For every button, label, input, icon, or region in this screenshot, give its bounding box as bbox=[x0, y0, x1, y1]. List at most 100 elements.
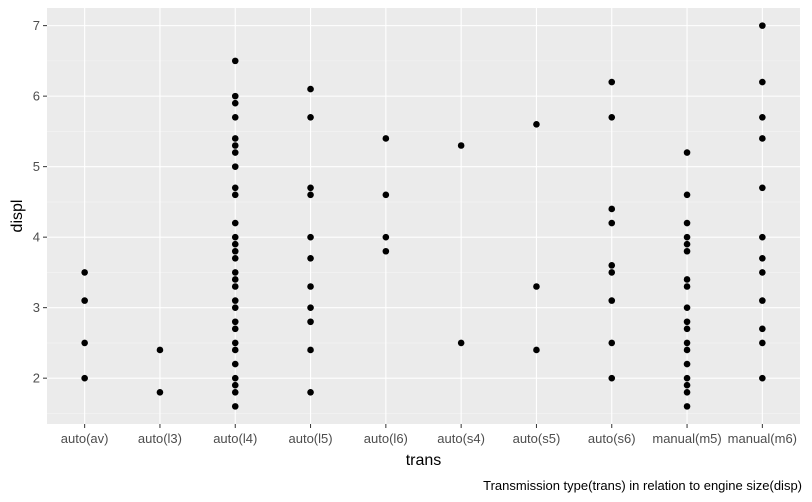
data-point bbox=[683, 403, 691, 410]
data-point bbox=[683, 191, 691, 199]
data-point bbox=[382, 135, 390, 142]
data-points bbox=[81, 22, 766, 410]
plot-panel bbox=[47, 8, 800, 424]
data-point bbox=[608, 219, 616, 227]
data-point bbox=[533, 121, 540, 128]
data-point bbox=[382, 233, 390, 241]
data-point bbox=[382, 247, 390, 255]
data-point bbox=[231, 99, 239, 107]
x-tick-label: manual(m6) bbox=[728, 431, 797, 446]
data-point bbox=[231, 92, 239, 100]
data-point bbox=[231, 233, 239, 241]
data-point bbox=[533, 346, 540, 354]
y-axis: 2 3 4 5 6 7 bbox=[33, 18, 47, 386]
data-point bbox=[231, 240, 239, 248]
data-point bbox=[759, 78, 766, 86]
data-point bbox=[683, 318, 691, 326]
data-point bbox=[231, 360, 239, 368]
data-point bbox=[307, 85, 314, 93]
data-point bbox=[759, 184, 766, 192]
data-point bbox=[231, 297, 239, 304]
y-tick-label: 5 bbox=[33, 159, 40, 174]
data-point bbox=[457, 142, 465, 149]
data-point bbox=[608, 374, 616, 382]
data-point bbox=[307, 318, 314, 326]
data-point bbox=[683, 346, 691, 354]
data-point bbox=[683, 339, 691, 347]
data-point bbox=[608, 262, 616, 269]
data-point bbox=[81, 269, 88, 276]
data-point bbox=[307, 255, 314, 262]
data-point bbox=[683, 276, 691, 283]
data-point bbox=[307, 388, 314, 396]
data-point bbox=[608, 205, 616, 213]
y-tick-label: 6 bbox=[33, 89, 40, 104]
data-point bbox=[231, 339, 239, 347]
data-point bbox=[683, 240, 691, 248]
data-point bbox=[307, 184, 314, 192]
data-point bbox=[759, 135, 766, 142]
data-point bbox=[759, 22, 766, 29]
data-point bbox=[683, 374, 691, 382]
data-point bbox=[231, 149, 239, 156]
data-point bbox=[156, 388, 164, 396]
y-tick-label: 4 bbox=[33, 230, 40, 245]
data-point bbox=[307, 283, 314, 290]
data-point bbox=[307, 113, 314, 121]
data-point bbox=[231, 191, 239, 199]
data-point bbox=[683, 388, 691, 396]
data-point bbox=[307, 346, 314, 354]
data-point bbox=[608, 297, 616, 304]
data-point bbox=[683, 360, 691, 368]
data-point bbox=[156, 346, 164, 354]
data-point bbox=[231, 163, 239, 170]
data-point bbox=[231, 325, 239, 333]
data-point bbox=[231, 247, 239, 255]
x-tick-label: auto(s5) bbox=[513, 431, 561, 446]
y-tick-label: 3 bbox=[33, 300, 40, 315]
x-tick-label: auto(s4) bbox=[437, 431, 485, 446]
data-point bbox=[382, 191, 390, 199]
data-point bbox=[231, 304, 239, 311]
data-point bbox=[683, 149, 691, 156]
data-point bbox=[683, 381, 691, 389]
data-point bbox=[231, 388, 239, 396]
data-point bbox=[683, 219, 691, 227]
data-point bbox=[608, 113, 616, 121]
data-point bbox=[231, 135, 239, 142]
data-point bbox=[608, 78, 616, 86]
x-axis: auto(av) auto(l3) auto(l4) auto(l5) auto(l6)… bbox=[61, 424, 797, 446]
data-point bbox=[533, 283, 540, 290]
data-point bbox=[231, 403, 239, 410]
x-tick-label: auto(l5) bbox=[289, 431, 333, 446]
data-point bbox=[759, 269, 766, 276]
data-point bbox=[81, 374, 88, 382]
data-point bbox=[683, 304, 691, 311]
grid-minor bbox=[47, 60, 800, 414]
data-point bbox=[231, 374, 239, 382]
data-point bbox=[307, 304, 314, 311]
chart-caption: Transmission type(trans) in relation to … bbox=[483, 478, 802, 493]
x-tick-label: auto(l6) bbox=[364, 431, 408, 446]
data-point bbox=[608, 269, 616, 276]
x-tick-label: manual(m5) bbox=[652, 431, 721, 446]
data-point bbox=[683, 283, 691, 290]
data-point bbox=[683, 325, 691, 333]
data-point bbox=[307, 191, 314, 199]
x-axis-title: trans bbox=[406, 452, 442, 469]
y-tick-label: 2 bbox=[33, 371, 40, 386]
data-point bbox=[759, 233, 766, 241]
data-point bbox=[759, 297, 766, 304]
data-point bbox=[231, 142, 239, 149]
data-point bbox=[81, 339, 88, 347]
data-point bbox=[231, 283, 239, 290]
data-point bbox=[683, 233, 691, 241]
data-point bbox=[231, 57, 239, 65]
data-point bbox=[759, 374, 766, 382]
y-axis-title: displ bbox=[9, 200, 26, 233]
data-point bbox=[231, 346, 239, 354]
data-point bbox=[759, 113, 766, 121]
data-point bbox=[231, 113, 239, 121]
data-point bbox=[81, 297, 88, 304]
